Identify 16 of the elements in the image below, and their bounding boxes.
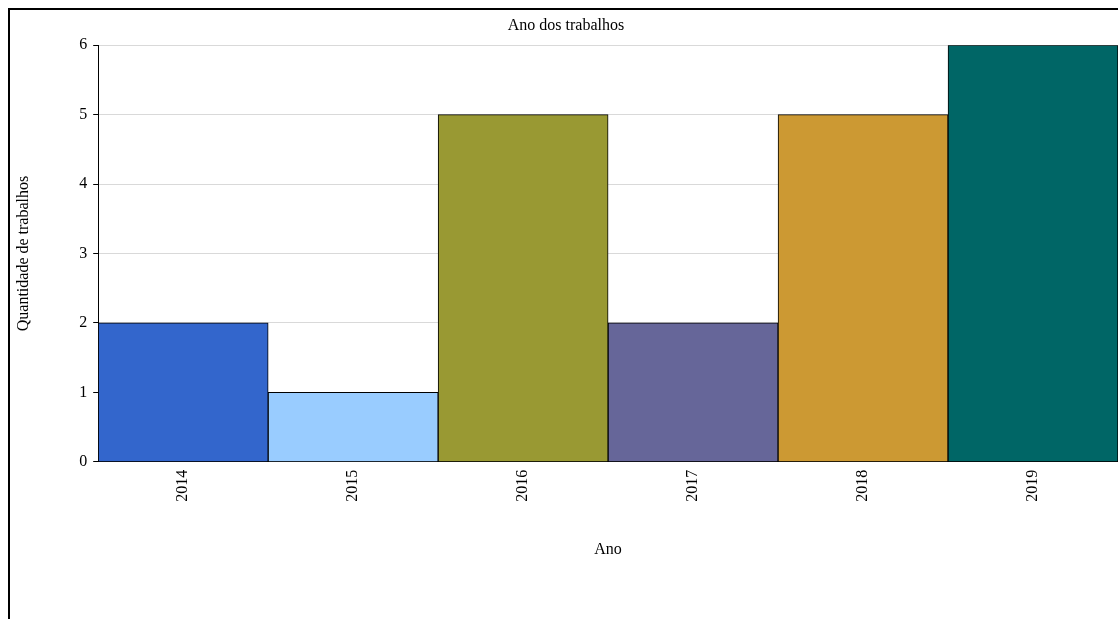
x-tick-label: 2014 xyxy=(173,469,191,502)
x-tick-label: 2016 xyxy=(513,469,531,502)
y-tick-label: 2 xyxy=(79,313,88,331)
x-axis-title: Ano xyxy=(594,539,622,557)
y-axis-title: Quantidade de trabalhos xyxy=(13,175,31,332)
y-tick-label: 1 xyxy=(79,382,88,400)
x-tick-label: 2015 xyxy=(343,469,361,502)
y-tick-label: 4 xyxy=(79,174,88,192)
y-tick-label: 3 xyxy=(79,243,88,261)
x-tick-label: 2017 xyxy=(683,469,701,502)
y-tick-label: 0 xyxy=(79,452,88,469)
chart-title: Ano dos trabalhos xyxy=(507,15,625,33)
y-tick-label: 5 xyxy=(79,104,88,122)
x-tick-label: 2019 xyxy=(1023,469,1041,502)
y-tick-label: 6 xyxy=(79,35,88,53)
x-tick-label: 2018 xyxy=(853,469,871,502)
